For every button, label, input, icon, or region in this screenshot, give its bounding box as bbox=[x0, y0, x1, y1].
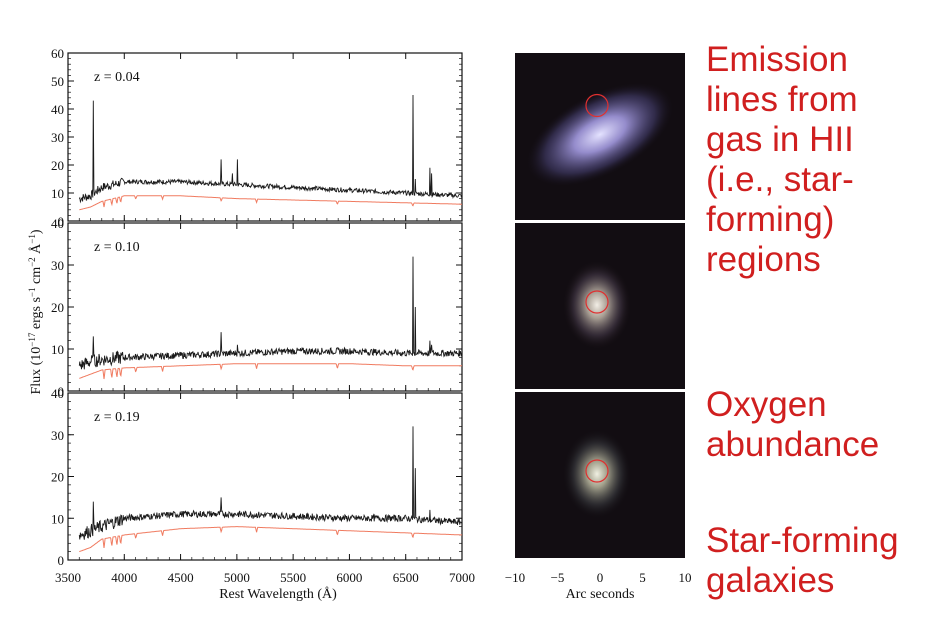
model-spectrum-line bbox=[79, 195, 462, 211]
image-x-tick-label: −5 bbox=[551, 570, 565, 585]
y-tick-label: 40 bbox=[51, 386, 64, 401]
x-tick-label: 5000 bbox=[224, 570, 250, 585]
y-tick-label: 0 bbox=[58, 553, 65, 568]
annotation-line: lines from bbox=[706, 80, 858, 119]
x-tick-label: 4000 bbox=[111, 570, 137, 585]
y-tick-label: 40 bbox=[51, 216, 64, 231]
annotation-line: forming) bbox=[706, 200, 835, 239]
x-tick-label: 4500 bbox=[168, 570, 194, 585]
galaxy-image bbox=[515, 392, 685, 558]
spectrum-panel: 0 10 20 30 40 50 60 z = 0.04 bbox=[51, 46, 463, 229]
galaxy-image bbox=[515, 223, 685, 389]
annotation-line: (i.e., star- bbox=[706, 160, 854, 199]
spectrum-panels: 0 10 20 30 40 50 60 z = 0.04 0 10 20 30 40 z = 0.10 0 1… bbox=[51, 46, 463, 568]
image-x-tick-labels: −10 −5 0 5 10 bbox=[505, 570, 692, 585]
y-tick-label: 30 bbox=[51, 258, 64, 273]
annotation-emission-lines: Emission lines from gas in HII (i.e., st… bbox=[706, 40, 858, 280]
annotation-line: abundance bbox=[706, 425, 880, 464]
observed-spectrum-line bbox=[78, 256, 463, 370]
y-tick-label: 20 bbox=[51, 300, 64, 315]
y-tick-label: 10 bbox=[51, 342, 64, 357]
redshift-label: z = 0.19 bbox=[94, 410, 140, 425]
redshift-label: z = 0.10 bbox=[94, 240, 140, 255]
image-x-tick-label: −10 bbox=[505, 570, 525, 585]
x-tick-label: 5500 bbox=[280, 570, 306, 585]
y-tick-label: 10 bbox=[51, 186, 64, 201]
x-axis-label: Rest Wavelength (Å) bbox=[219, 586, 337, 602]
annotation-star-forming-galaxies: Star-forming galaxies bbox=[706, 521, 899, 601]
x-tick-label: 3500 bbox=[55, 570, 81, 585]
annotation-line: gas in HII bbox=[706, 120, 854, 159]
y-tick-label: 20 bbox=[51, 470, 64, 485]
galaxy-image bbox=[515, 53, 685, 220]
galaxy-images bbox=[515, 53, 685, 558]
y-tick-label: 40 bbox=[51, 102, 64, 117]
y-tick-label: 0 bbox=[58, 214, 65, 229]
annotation-line: Star-forming bbox=[706, 521, 899, 560]
observed-spectrum-line bbox=[78, 94, 463, 204]
x-tick-labels: 3500 4000 4500 5000 5500 6000 6500 7000 bbox=[55, 570, 475, 585]
image-x-tick-label: 0 bbox=[597, 570, 604, 585]
y-tick-label: 0 bbox=[58, 384, 65, 399]
image-x-tick-label: 5 bbox=[639, 570, 646, 585]
y-tick-label: 30 bbox=[51, 428, 64, 443]
annotation-oxygen-abundance: Oxygen abundance bbox=[706, 385, 879, 465]
galaxy-light bbox=[563, 261, 631, 349]
fiber-aperture bbox=[585, 93, 609, 118]
x-tick-label: 6000 bbox=[336, 570, 362, 585]
annotation-line: Oxygen bbox=[706, 385, 827, 424]
x-tick-label: 7000 bbox=[449, 570, 475, 585]
fiber-aperture bbox=[585, 290, 609, 314]
image-x-tick-label: 10 bbox=[679, 570, 692, 585]
y-tick-label: 10 bbox=[51, 511, 64, 526]
fiber-aperture bbox=[585, 459, 609, 483]
y-axis-label: Flux (10−17 ergs s−1 cm−2 Å−1) bbox=[27, 229, 44, 394]
model-spectrum-line bbox=[79, 363, 462, 380]
x-tick-label: 6500 bbox=[393, 570, 419, 585]
spectrum-panel: 0 10 20 30 40 z = 0.10 bbox=[51, 216, 463, 399]
y-tick-label: 30 bbox=[51, 130, 64, 145]
observed-spectrum-line bbox=[78, 426, 463, 540]
galaxy-light bbox=[526, 82, 674, 187]
image-x-axis-label: Arc seconds bbox=[566, 587, 635, 602]
y-tick-label: 60 bbox=[51, 46, 64, 61]
annotation-line: Emission bbox=[706, 40, 848, 79]
galaxy-light bbox=[563, 430, 631, 518]
y-tick-label: 20 bbox=[51, 158, 64, 173]
model-spectrum-line bbox=[79, 526, 463, 553]
annotation-line: galaxies bbox=[706, 561, 835, 600]
spectrum-panel: 0 10 20 30 40 z = 0.19 bbox=[51, 386, 463, 568]
y-tick-label: 50 bbox=[51, 74, 64, 89]
redshift-label: z = 0.04 bbox=[94, 70, 140, 85]
annotation-line: regions bbox=[706, 240, 821, 279]
